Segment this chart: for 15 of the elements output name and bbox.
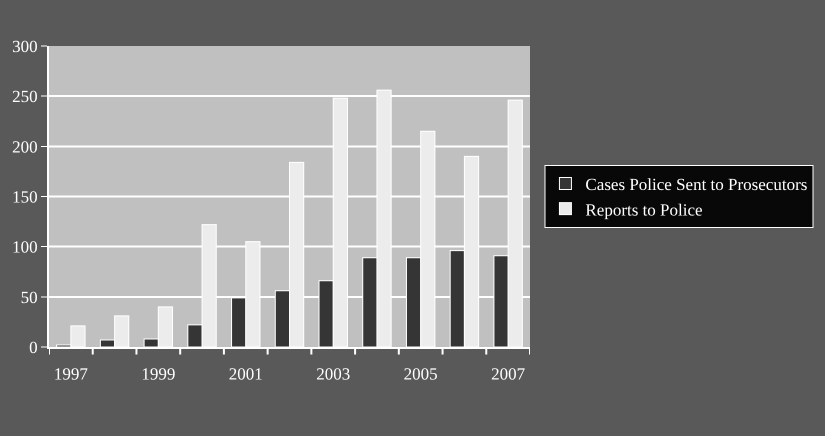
- x-tick-label: 2001: [228, 364, 263, 384]
- y-tick-label: 150: [12, 187, 38, 206]
- y-tick-label: 250: [12, 87, 38, 106]
- y-tick-label: 50: [20, 288, 38, 307]
- y-tick-label: 300: [12, 36, 38, 56]
- legend-label: Cases Police Sent to Prosecutors: [585, 175, 808, 194]
- x-tick-label: 1997: [54, 364, 88, 384]
- x-tick-label: 2007: [491, 364, 526, 384]
- x-tick-label: 1999: [141, 364, 176, 384]
- y-tick-label: 200: [12, 137, 38, 156]
- x-tick-label: 2005: [404, 364, 438, 384]
- y-tick-label: 100: [12, 238, 38, 257]
- legend-label: Reports to Police: [585, 200, 703, 220]
- x-tick-label: 2003: [316, 364, 350, 384]
- y-tick-label: 0: [29, 338, 38, 357]
